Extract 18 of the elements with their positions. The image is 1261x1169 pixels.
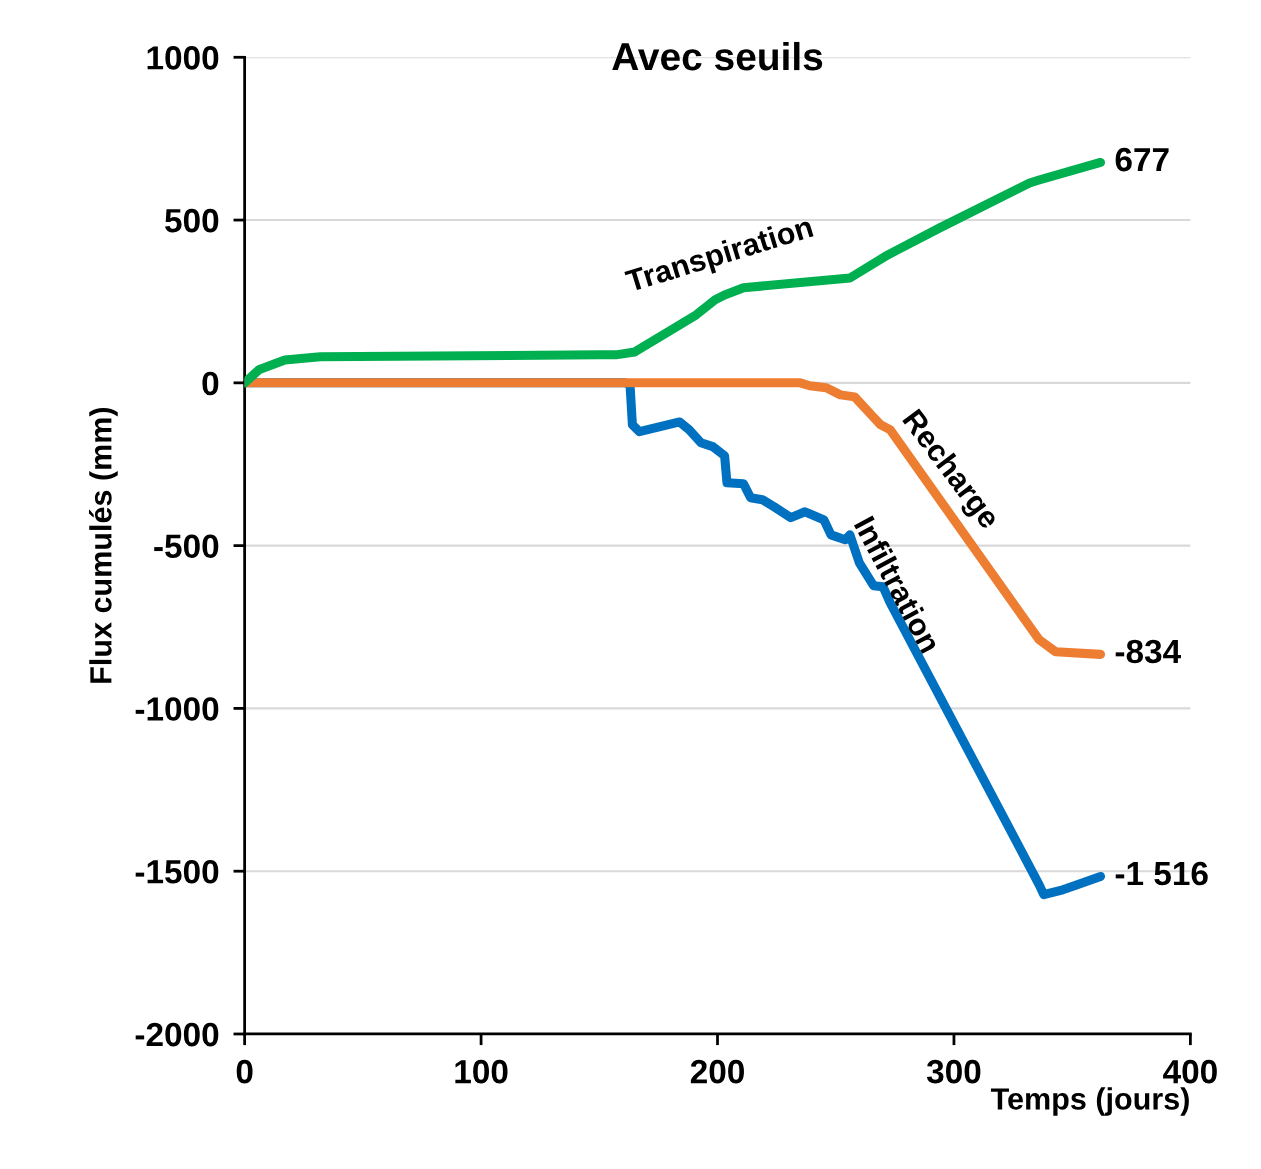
y-axis-title: Flux cumulés (mm) — [88, 407, 118, 683]
y-tick-label: -2000 — [135, 1022, 219, 1047]
y-tick-label: 1000 — [147, 46, 219, 70]
x-axis-title: Temps (jours) — [990, 1087, 1189, 1116]
x-tick-label: 200 — [690, 1059, 744, 1084]
data-label: -834 — [1115, 639, 1181, 664]
x-tick-label: 100 — [455, 1059, 508, 1084]
data-label: -1 516 — [1115, 861, 1208, 886]
x-tick-label: 300 — [926, 1059, 981, 1084]
data-label: 677 — [1115, 147, 1169, 172]
x-tick-label: 400 — [1163, 1059, 1217, 1084]
y-tick-label: -1000 — [135, 697, 219, 721]
x-tick-label: 0 — [236, 1059, 253, 1084]
y-tick-label: 500 — [165, 208, 219, 233]
y-tick-label: 0 — [202, 371, 219, 396]
y-tick-label: -1500 — [135, 860, 219, 884]
y-tick-label: -500 — [154, 534, 219, 559]
chart-title: Avec seuils — [612, 41, 823, 71]
